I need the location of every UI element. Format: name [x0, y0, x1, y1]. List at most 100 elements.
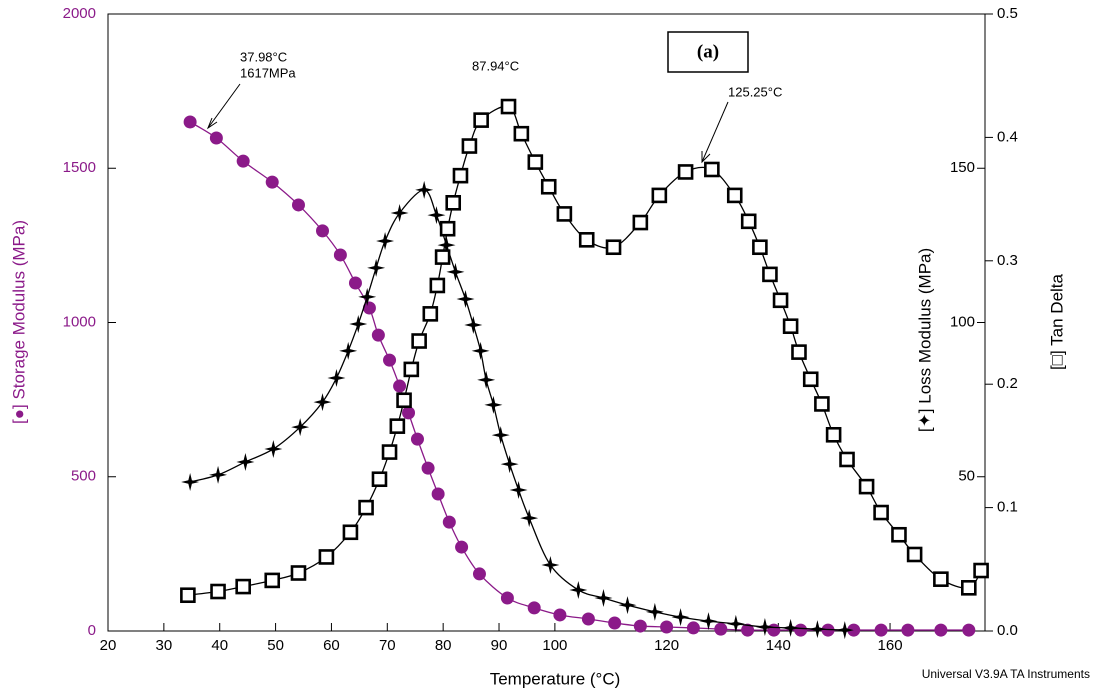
marker [767, 623, 781, 637]
marker [342, 524, 359, 541]
marker [349, 315, 368, 334]
y3-axis-label: [□] Tan Delta [1047, 273, 1066, 369]
marker [605, 239, 622, 256]
marker [578, 232, 595, 248]
marker [348, 276, 362, 290]
marker [316, 224, 330, 238]
annotation: 1617MPa [240, 65, 296, 80]
marker [327, 369, 346, 388]
marker [210, 583, 226, 600]
marker [772, 292, 789, 309]
marker [452, 167, 469, 184]
marker [755, 617, 774, 636]
marker [236, 452, 255, 471]
y-tick-label: 1000 [63, 313, 96, 330]
marker [933, 571, 949, 587]
plot-frame [107, 13, 986, 632]
marker [264, 572, 281, 589]
marker [752, 239, 768, 256]
annotation-arrow [207, 83, 241, 129]
marker [383, 353, 397, 367]
x-tick-label: 100 [542, 637, 567, 654]
marker [181, 472, 200, 491]
x-tick-label: 120 [654, 637, 679, 654]
marker [402, 406, 416, 420]
marker [376, 232, 395, 251]
x-tick-label: 70 [379, 637, 396, 654]
y3-tick-label: 0.3 [997, 252, 1018, 269]
x-tick-label: 60 [323, 637, 340, 654]
marker [541, 555, 560, 574]
footer: Universal V3.9A TA Instruments [922, 667, 1090, 681]
marker [741, 623, 755, 637]
panel-label: (a) [697, 41, 719, 62]
marker [608, 616, 622, 630]
annotation-arrow [701, 101, 729, 163]
marker [704, 161, 720, 178]
marker [445, 195, 462, 211]
marker [235, 578, 251, 595]
marker [403, 361, 420, 378]
marker [645, 602, 664, 621]
series-line [187, 105, 982, 596]
marker [671, 608, 690, 627]
marker [858, 478, 875, 495]
marker [891, 526, 907, 543]
marker [291, 418, 310, 437]
x-tick-label: 80 [435, 637, 452, 654]
marker [421, 461, 435, 475]
marker [371, 328, 385, 342]
marker [839, 451, 855, 468]
marker [477, 370, 496, 389]
marker [569, 580, 588, 599]
marker [442, 515, 456, 529]
marker [456, 290, 475, 309]
marker [699, 612, 718, 631]
marker [509, 481, 528, 500]
marker [874, 623, 888, 637]
marker [677, 164, 694, 180]
y-tick-label: 2000 [63, 5, 96, 22]
marker [500, 455, 519, 474]
marker [632, 214, 649, 231]
marker [461, 138, 478, 154]
y3-tick-label: 0.2 [997, 375, 1018, 392]
panel-box [667, 31, 749, 73]
marker [873, 504, 889, 521]
marker [362, 301, 376, 315]
marker [371, 471, 388, 488]
marker [527, 154, 544, 170]
y2-tick-label: 100 [950, 313, 975, 330]
marker [415, 180, 434, 199]
series-line [189, 189, 845, 631]
marker [581, 612, 595, 626]
arrow-head [701, 151, 711, 164]
marker [393, 379, 407, 393]
marker [464, 315, 483, 334]
marker [429, 277, 446, 294]
marker [390, 203, 409, 222]
x-tick-label: 90 [491, 637, 508, 654]
marker [553, 608, 567, 622]
marker [491, 426, 510, 445]
marker [358, 287, 377, 306]
marker [339, 341, 358, 360]
marker [410, 432, 424, 446]
annotation: 87.94°C [472, 58, 519, 73]
marker [726, 187, 743, 204]
marker [313, 393, 332, 412]
marker [934, 623, 948, 637]
marker [686, 621, 700, 635]
x-tick-label: 140 [766, 637, 791, 654]
marker [906, 546, 923, 563]
y2-axis-label: [✦] Loss Modulus (MPa) [915, 248, 934, 432]
marker [714, 622, 728, 636]
marker [740, 213, 757, 230]
marker [358, 499, 374, 516]
y-tick-label: 1500 [63, 159, 96, 176]
marker [264, 439, 283, 458]
marker [381, 444, 398, 460]
marker [439, 220, 456, 237]
marker [651, 187, 668, 204]
